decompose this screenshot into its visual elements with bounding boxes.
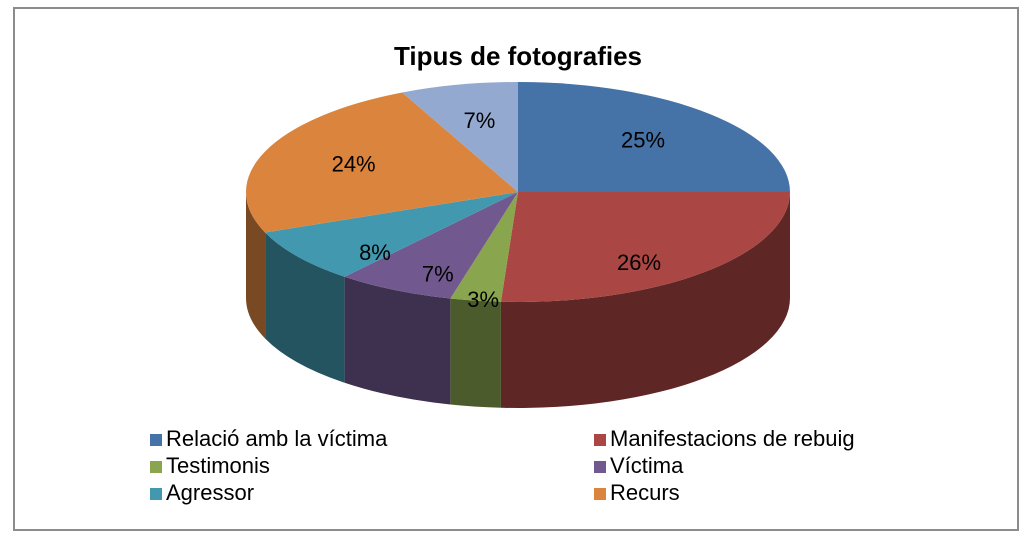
chart-title: Tipus de fotografies <box>394 41 642 71</box>
pie-slice <box>245 92 518 233</box>
legend-swatch <box>150 461 162 473</box>
legend-swatch <box>150 488 162 500</box>
legend-swatch <box>594 488 606 500</box>
legend-label: Víctima <box>610 453 684 478</box>
data-label: 26% <box>617 250 661 275</box>
pie-slice-side <box>344 276 451 405</box>
legend-label: Recurs <box>610 480 680 505</box>
legend-label: Testimonis <box>166 453 270 478</box>
pie-slice <box>265 192 518 277</box>
pie-slice-side <box>500 192 790 408</box>
legend-swatch <box>150 434 162 446</box>
pie-slice <box>450 192 518 302</box>
data-label: 7% <box>422 262 454 287</box>
legend-swatch <box>594 434 606 446</box>
pie-slice <box>518 82 790 192</box>
data-label: 7% <box>464 108 496 133</box>
pie-slice-side <box>265 232 345 383</box>
data-label: 8% <box>359 240 391 265</box>
pie-slice <box>344 192 518 299</box>
legend-label: Agressor <box>166 480 254 505</box>
data-label: 3% <box>467 287 499 312</box>
data-label: 25% <box>621 127 665 152</box>
pie-slice-side <box>246 192 266 339</box>
legend-swatch <box>594 461 606 473</box>
legend-label: Relació amb la víctima <box>166 426 388 451</box>
data-label: 24% <box>332 151 376 176</box>
legend-label: Manifestacions de rebuig <box>610 426 855 451</box>
pie-slice-side <box>450 298 501 408</box>
pie-slice <box>500 192 790 302</box>
pie-slice <box>402 82 518 192</box>
